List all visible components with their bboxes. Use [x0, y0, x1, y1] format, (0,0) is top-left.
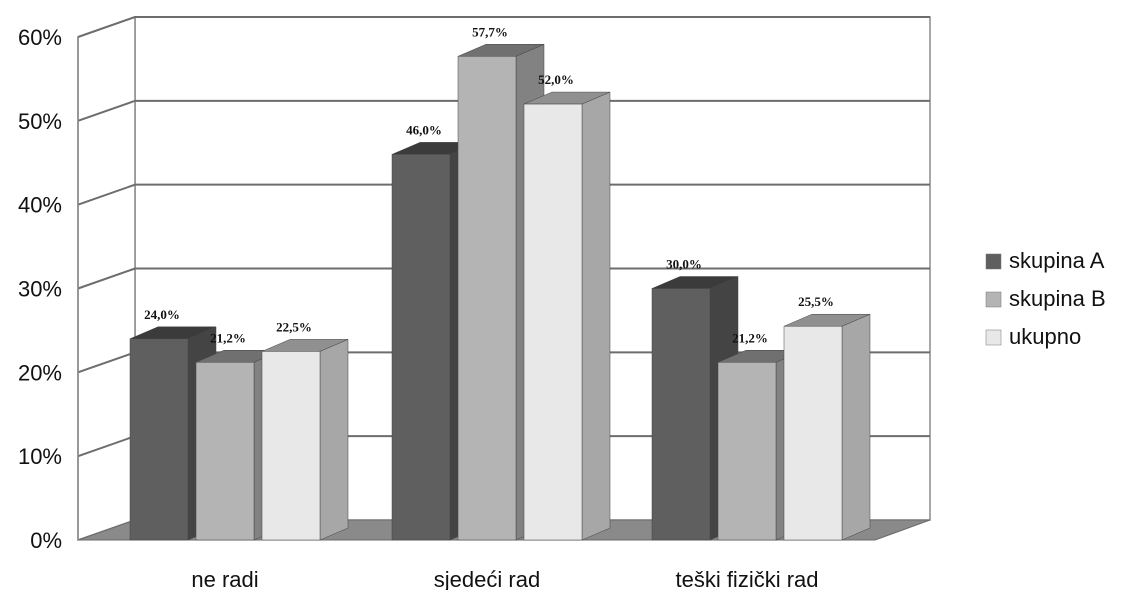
chart-bars [129, 43, 871, 541]
y-tick-label: 30% [18, 277, 62, 302]
data-label: 57,7% [472, 24, 508, 39]
y-tick-label: 10% [18, 444, 62, 469]
bar-side [581, 91, 611, 541]
x-axis-labels: ne radi sjedeći rad teški fizički rad [191, 567, 818, 592]
x-category-label: ne radi [191, 567, 258, 590]
y-tick-label: 60% [18, 25, 62, 50]
data-label: 52,0% [538, 72, 574, 87]
data-label: 30,0% [666, 257, 702, 272]
data-labels: 24,0% 21,2% 22,5% 46,0% 57,7% 52,0% 30,0% 21,2%… [144, 24, 834, 345]
x-category-label: teški fizički rad [675, 567, 818, 590]
bar-side [841, 313, 871, 541]
legend-label: skupina B [1009, 286, 1106, 311]
y-axis: 0% 10% 20% 30% 40% 50% 60% [18, 25, 79, 553]
legend-label: skupina A [1009, 248, 1105, 273]
bar-skupina-B-2 [717, 362, 777, 541]
data-label: 22,5% [276, 319, 312, 334]
y-tick-label: 50% [18, 109, 62, 134]
gridline-side [77, 183, 136, 206]
gridline-side [77, 267, 136, 290]
legend-swatch [985, 253, 1002, 270]
gridline-side [77, 16, 136, 38]
bar-skupina-B-1 [457, 56, 517, 541]
legend-label: ukupno [1009, 324, 1081, 349]
data-label: 21,2% [732, 330, 768, 345]
bar-side [319, 338, 349, 541]
bar-skupina-A-1 [391, 154, 451, 541]
y-tick-label: 0% [30, 528, 62, 553]
data-label: 21,2% [210, 330, 246, 345]
data-label: 46,0% [406, 122, 442, 137]
x-category-label: sjedeći rad [434, 567, 540, 590]
legend-swatch [985, 329, 1002, 346]
bar-skupina-A-0 [129, 338, 189, 541]
gridline-side [77, 351, 136, 374]
bar-skupina-A-2 [651, 288, 711, 541]
gridline-side [77, 99, 136, 122]
y-tick-label: 20% [18, 360, 62, 385]
data-label: 25,5% [798, 294, 834, 309]
legend-swatch [985, 291, 1002, 308]
bar-skupina-B-0 [195, 362, 255, 541]
data-label: 24,0% [144, 307, 180, 322]
bar-ukupno-1 [523, 103, 583, 541]
y-tick-label: 40% [18, 193, 62, 218]
gridline-side [77, 435, 136, 458]
legend: skupina A skupina B ukupno [985, 248, 1106, 349]
bar-ukupno-0 [261, 351, 321, 541]
bar-ukupno-2 [783, 325, 843, 541]
